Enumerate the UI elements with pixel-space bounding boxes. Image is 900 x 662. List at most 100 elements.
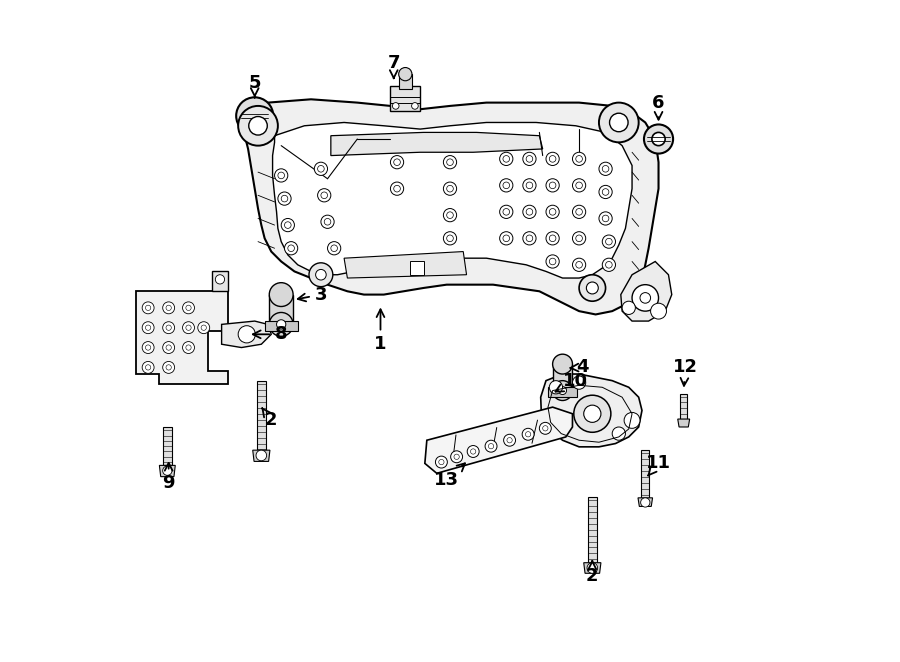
Circle shape <box>391 156 404 169</box>
Circle shape <box>539 422 552 434</box>
Circle shape <box>142 322 154 334</box>
Circle shape <box>444 232 456 245</box>
Circle shape <box>183 342 194 354</box>
Circle shape <box>503 156 509 162</box>
Circle shape <box>598 212 612 225</box>
Circle shape <box>549 209 556 215</box>
Circle shape <box>314 162 328 175</box>
Circle shape <box>166 365 171 370</box>
Circle shape <box>598 162 612 175</box>
Circle shape <box>163 302 175 314</box>
Circle shape <box>198 322 210 334</box>
Circle shape <box>278 192 291 205</box>
Polygon shape <box>344 252 466 278</box>
Polygon shape <box>241 99 659 314</box>
Circle shape <box>576 182 582 189</box>
Polygon shape <box>331 132 543 156</box>
Polygon shape <box>680 394 687 419</box>
Circle shape <box>278 172 284 179</box>
Circle shape <box>186 305 191 310</box>
Circle shape <box>471 449 476 454</box>
Circle shape <box>454 454 459 459</box>
Text: 5: 5 <box>248 73 261 97</box>
Circle shape <box>467 446 479 457</box>
Circle shape <box>572 258 586 271</box>
Text: 2: 2 <box>262 408 277 430</box>
Circle shape <box>166 305 171 310</box>
Circle shape <box>256 450 266 461</box>
Circle shape <box>503 235 509 242</box>
Circle shape <box>186 345 191 350</box>
Circle shape <box>500 232 513 245</box>
Circle shape <box>526 235 533 242</box>
Circle shape <box>183 302 194 314</box>
Circle shape <box>321 192 328 199</box>
Circle shape <box>451 451 463 463</box>
Circle shape <box>584 405 601 422</box>
Circle shape <box>640 293 651 303</box>
Polygon shape <box>584 563 601 573</box>
Circle shape <box>269 283 293 307</box>
Circle shape <box>599 103 639 142</box>
Circle shape <box>318 189 331 202</box>
Circle shape <box>142 342 154 354</box>
Circle shape <box>572 376 586 389</box>
Polygon shape <box>212 271 229 291</box>
Circle shape <box>238 326 256 343</box>
Circle shape <box>526 209 533 215</box>
Circle shape <box>549 258 556 265</box>
Circle shape <box>500 179 513 192</box>
Circle shape <box>526 182 533 189</box>
Text: 4: 4 <box>570 358 589 377</box>
Circle shape <box>503 209 509 215</box>
Circle shape <box>606 238 612 245</box>
Circle shape <box>186 325 191 330</box>
Text: 11: 11 <box>646 454 671 475</box>
Circle shape <box>559 387 566 395</box>
Circle shape <box>546 152 559 166</box>
Polygon shape <box>548 387 577 397</box>
Circle shape <box>444 156 456 169</box>
Circle shape <box>641 498 650 507</box>
Circle shape <box>576 261 582 268</box>
Circle shape <box>644 124 673 154</box>
Text: 8: 8 <box>253 325 287 344</box>
Polygon shape <box>159 465 176 477</box>
Circle shape <box>574 395 611 432</box>
Circle shape <box>446 212 454 218</box>
Circle shape <box>284 242 298 255</box>
Circle shape <box>201 325 206 330</box>
Circle shape <box>572 152 586 166</box>
Circle shape <box>393 159 400 166</box>
Polygon shape <box>269 295 293 324</box>
Circle shape <box>632 285 659 311</box>
Circle shape <box>549 156 556 162</box>
Polygon shape <box>425 407 572 473</box>
Circle shape <box>146 325 151 330</box>
Circle shape <box>549 235 556 242</box>
Polygon shape <box>642 450 649 498</box>
Circle shape <box>553 381 572 401</box>
Circle shape <box>274 169 288 182</box>
Circle shape <box>549 182 556 189</box>
Circle shape <box>446 185 454 192</box>
Circle shape <box>572 205 586 218</box>
Circle shape <box>393 185 400 192</box>
Polygon shape <box>553 364 572 391</box>
Circle shape <box>399 68 412 81</box>
Circle shape <box>500 205 513 218</box>
Circle shape <box>598 185 612 199</box>
Circle shape <box>579 275 606 301</box>
Circle shape <box>549 381 562 394</box>
Circle shape <box>526 156 533 162</box>
Circle shape <box>391 182 404 195</box>
Polygon shape <box>638 498 652 506</box>
Circle shape <box>522 428 534 440</box>
Circle shape <box>446 235 454 242</box>
Circle shape <box>622 301 635 314</box>
Circle shape <box>269 312 293 336</box>
Circle shape <box>438 459 444 465</box>
Circle shape <box>546 205 559 218</box>
Circle shape <box>609 113 628 132</box>
Polygon shape <box>410 261 424 275</box>
